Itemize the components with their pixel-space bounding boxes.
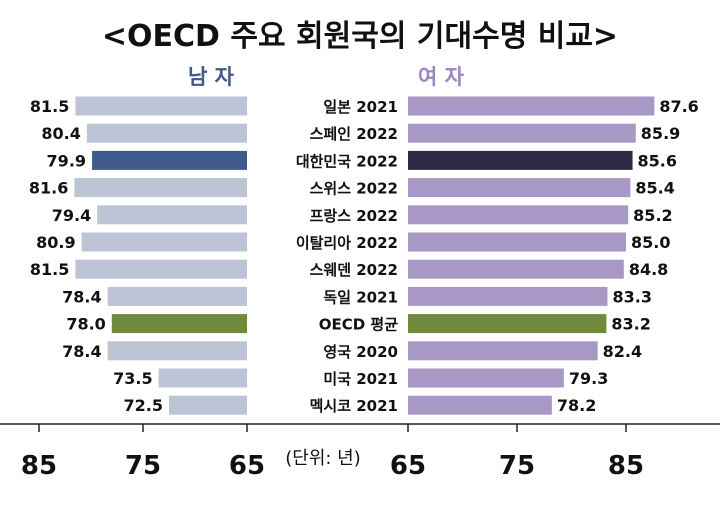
female-bar-row-3 [408,178,631,198]
female-bar-row-8 [408,314,607,334]
female-axis: 65 75 85 [390,424,644,481]
country-label: 영국 2020 [323,343,398,361]
country-label: 프랑스 2022 [310,207,398,225]
male-value-label: 79.9 [47,151,86,170]
country-label: 스웨덴 2022 [310,261,398,279]
female-value-label: 85.2 [633,206,672,225]
male-value-label: 80.9 [36,233,75,252]
country-label: 이탈리아 2022 [296,234,398,252]
female-value-label: 83.2 [611,315,650,334]
male-value-label: 80.4 [41,124,80,143]
female-value-label: 83.3 [612,287,651,306]
country-label-group: 일본 2021 스페인 2022 대한민국 2022 스위스 2022 프랑스 2022… [296,98,398,415]
female-value-label: 82.4 [603,342,642,361]
male-value-label: 73.5 [113,369,152,388]
male-bar-row-7 [107,286,247,306]
male-bar-row-3 [74,178,247,198]
female-bar-group: 87.6 85.9 85.6 85.4 85.2 85.0 84.8 83.3 83.2 82.4… [408,96,699,415]
female-bar-row-4 [408,205,629,225]
male-bar-row-11 [169,395,247,415]
female-value-label: 84.8 [629,260,668,279]
female-bar-row-5 [408,232,626,252]
female-bar-row-10 [408,368,564,388]
female-bar-row-11 [408,395,552,415]
female-value-label: 87.6 [659,97,698,116]
country-label: 스페인 2022 [310,125,398,143]
male-bar-group: 81.5 80.4 79.9 81.6 79.4 80.9 81.5 78.4 78.0 78.4… [29,96,248,415]
male-axis-tick-label: 65 [229,451,265,481]
male-axis-tick-label: 75 [125,451,161,481]
male-value-label: 81.5 [30,97,69,116]
female-axis-tick-label: 85 [608,451,644,481]
male-value-label: 81.5 [30,260,69,279]
country-label: 미국 2021 [323,370,398,388]
female-value-label: 85.0 [631,233,670,252]
chart-title: <OECD 주요 회원국의 기대수명 비교> [102,19,618,54]
male-bar-row-4 [97,205,248,225]
male-heading: 남 자 [188,65,235,89]
male-bar-row-9 [107,341,247,361]
male-axis: 85 75 65 [21,424,265,481]
country-label: 일본 2021 [323,98,398,116]
female-bar-row-1 [408,123,636,143]
male-bar-row-6 [75,259,248,279]
female-value-label: 85.9 [641,124,680,143]
country-label: 대한민국 2022 [296,152,398,170]
female-value-label: 85.4 [635,179,674,198]
male-value-label: 81.6 [29,179,68,198]
country-label: OECD 평균 [319,316,398,334]
unit-label: (단위: 년) [285,448,361,469]
male-bar-row-8 [111,314,247,334]
male-bar-row-0 [75,96,248,116]
country-label: 독일 2021 [323,288,398,306]
male-bar-row-2 [92,150,247,170]
female-value-label: 78.2 [557,396,596,415]
female-axis-tick-label: 65 [390,451,426,481]
male-value-label: 78.4 [62,287,101,306]
male-axis-tick-label: 85 [21,451,57,481]
female-bar-row-2 [408,150,633,170]
male-value-label: 79.4 [52,206,91,225]
female-bar-row-7 [408,286,608,306]
female-bar-row-9 [408,341,598,361]
female-value-label: 79.3 [569,369,608,388]
male-bar-row-1 [86,123,247,143]
male-value-label: 78.4 [62,342,101,361]
country-label: 스위스 2022 [310,180,398,198]
female-axis-tick-label: 75 [499,451,535,481]
country-label: 멕시코 2021 [310,397,398,415]
male-bar-row-5 [81,232,247,252]
female-value-label: 85.6 [638,151,677,170]
male-bar-row-10 [158,368,247,388]
male-value-label: 72.5 [124,396,163,415]
female-bar-row-0 [408,96,655,116]
female-bar-row-6 [408,259,624,279]
male-value-label: 78.0 [66,315,105,334]
female-heading: 여 자 [418,65,465,89]
